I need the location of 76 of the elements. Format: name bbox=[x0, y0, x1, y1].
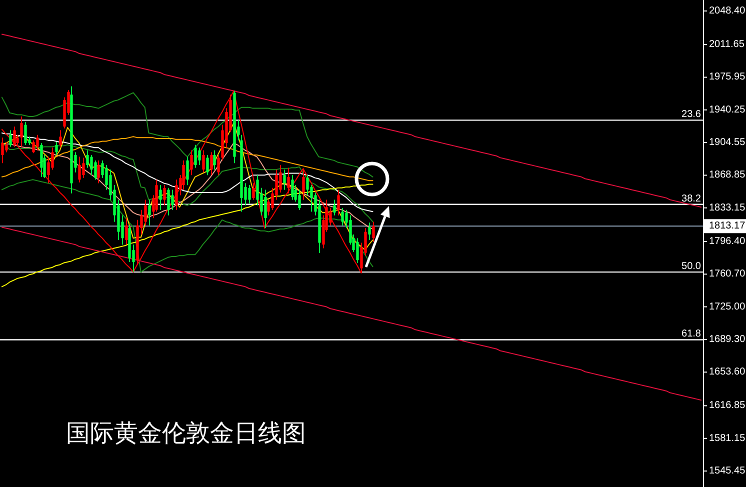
y-tick-label: 1940.25 bbox=[709, 104, 746, 116]
candlestick bbox=[24, 122, 27, 146]
candlestick bbox=[167, 187, 170, 216]
candlestick bbox=[86, 150, 89, 168]
candlestick bbox=[13, 126, 16, 148]
candlestick bbox=[356, 238, 359, 264]
candlestick bbox=[59, 130, 62, 148]
y-tick-label: 1796.40 bbox=[709, 236, 746, 247]
candlestick bbox=[163, 184, 166, 206]
line-series bbox=[1, 34, 702, 208]
candlestick bbox=[264, 189, 267, 229]
y-tick-label: 1653.60 bbox=[709, 366, 746, 378]
candlestick bbox=[302, 168, 305, 200]
y-tick-label: 1545.45 bbox=[709, 466, 746, 477]
candlestick bbox=[333, 199, 336, 216]
candlestick bbox=[186, 156, 189, 186]
candlestick bbox=[291, 174, 294, 200]
candlestick bbox=[90, 154, 93, 176]
candlestick bbox=[341, 208, 344, 226]
candlestick bbox=[16, 134, 19, 146]
candlestick bbox=[206, 154, 209, 176]
annotation: 38.2 bbox=[682, 193, 702, 204]
candlestick bbox=[94, 160, 97, 180]
candlestick bbox=[5, 142, 8, 153]
candlestick bbox=[144, 199, 147, 226]
candlestick bbox=[55, 142, 58, 156]
candlestick bbox=[252, 182, 255, 200]
candlestick bbox=[287, 167, 290, 194]
candlestick bbox=[372, 221, 375, 242]
y-tick-label: 2011.65 bbox=[709, 39, 745, 50]
y-tick-label: 1833.15 bbox=[709, 202, 746, 214]
candlestick bbox=[171, 189, 174, 210]
candlestick bbox=[190, 150, 193, 176]
candlestick bbox=[47, 156, 50, 184]
y-tick-label: 1868.85 bbox=[709, 170, 746, 181]
candlestick bbox=[32, 140, 35, 154]
y-tick-label: 1760.70 bbox=[709, 268, 746, 280]
candlestick bbox=[248, 184, 251, 204]
annotation: 50.0 bbox=[682, 261, 702, 272]
y-tick-label: 1904.55 bbox=[709, 137, 746, 148]
annotation: 61.8 bbox=[682, 328, 702, 340]
candlestick bbox=[20, 116, 23, 148]
candlestick bbox=[82, 157, 85, 178]
candlestick bbox=[148, 199, 151, 226]
candlestick bbox=[337, 189, 340, 216]
candlestick bbox=[306, 174, 309, 196]
candlestick bbox=[78, 156, 81, 183]
candlestick bbox=[283, 169, 286, 190]
candlestick bbox=[36, 134, 39, 151]
candlestick bbox=[210, 152, 213, 176]
y-tick-label: 1725.00 bbox=[709, 301, 746, 312]
candlestick bbox=[175, 179, 178, 210]
ref-line-label: 1813.17 bbox=[709, 220, 746, 232]
annotation: 23.6 bbox=[682, 109, 702, 120]
y-tick-label: 1975.95 bbox=[709, 72, 746, 83]
text: 国际黄金伦敦金日线图 bbox=[66, 419, 306, 447]
candlestick bbox=[298, 189, 301, 210]
candlestick bbox=[194, 144, 197, 168]
candlestick bbox=[279, 164, 282, 193]
candlestick bbox=[202, 150, 205, 173]
line-series bbox=[1, 179, 374, 273]
candlestick bbox=[368, 222, 371, 241]
candlestick bbox=[213, 150, 216, 170]
candlestick bbox=[198, 147, 201, 166]
candlestick bbox=[1, 137, 4, 164]
candlestick bbox=[217, 154, 220, 176]
y-tick-label: 1689.30 bbox=[709, 334, 746, 345]
y-tick-label: 1616.85 bbox=[709, 400, 746, 412]
y-tick-label: 2048.40 bbox=[709, 5, 746, 16]
candlestick bbox=[159, 184, 162, 210]
candlestick bbox=[9, 130, 12, 148]
candlestick bbox=[329, 208, 332, 226]
candlestick bbox=[125, 218, 128, 246]
y-tick-label: 1581.15 bbox=[709, 432, 746, 444]
candlestick bbox=[40, 142, 43, 178]
candlestick bbox=[97, 160, 100, 184]
